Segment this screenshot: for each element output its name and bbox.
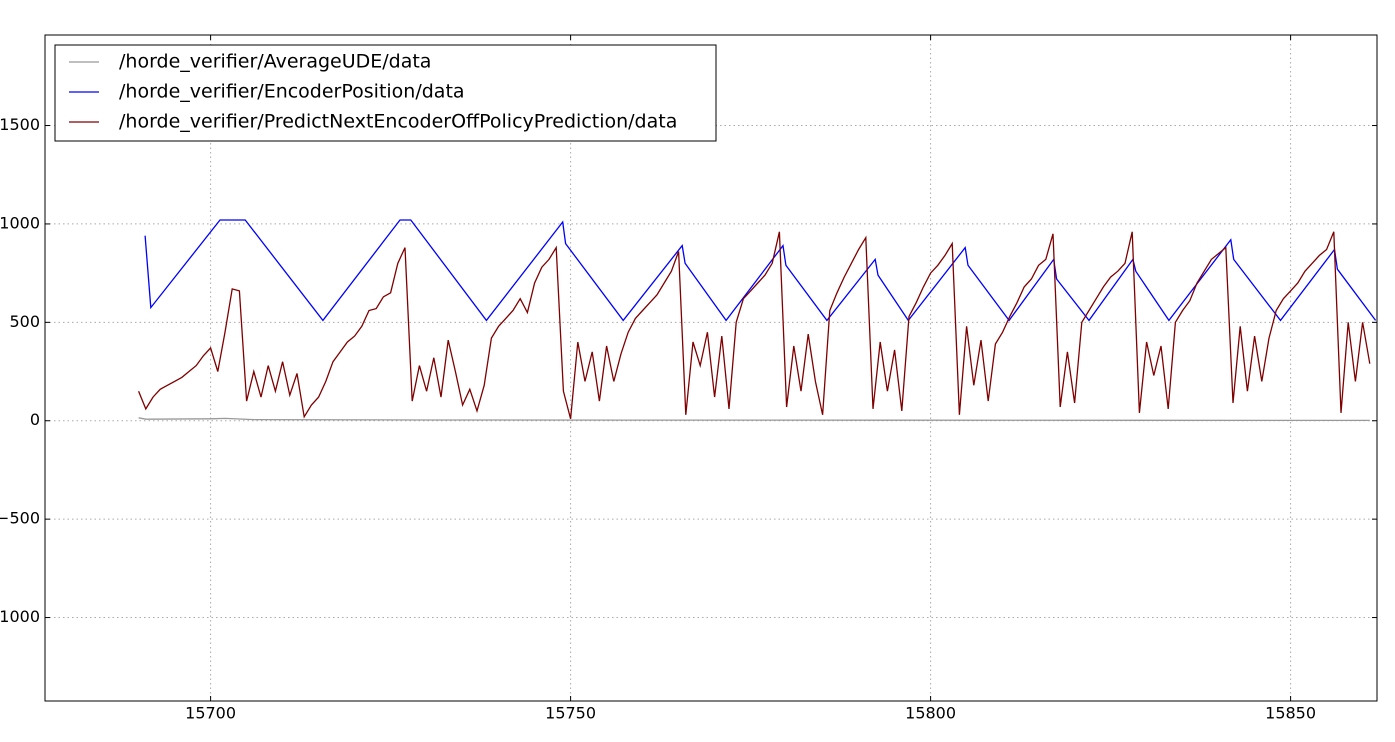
y-tick-label: −500 <box>0 509 40 528</box>
y-tick-label: 1500 <box>0 115 40 134</box>
y-tick-label: 1000 <box>0 213 40 232</box>
legend-label: /horde_verifier/PredictNextEncoderOffPol… <box>119 111 677 133</box>
x-tick-label: 15800 <box>905 704 956 723</box>
series-line <box>138 417 1370 422</box>
legend-box <box>54 44 717 142</box>
y-tick-label: 0 <box>30 410 40 429</box>
x-tick-label: 15850 <box>1265 704 1316 723</box>
legend: /horde_verifier/AverageUDE/data/horde_ve… <box>54 44 717 142</box>
legend-label: /horde_verifier/AverageUDE/data <box>119 51 431 73</box>
legend-label: /horde_verifier/EncoderPosition/data <box>119 81 465 103</box>
x-tick-label: 15750 <box>545 704 596 723</box>
y-tick-label: −1000 <box>0 607 40 626</box>
series-line <box>144 219 1377 322</box>
plot-frame <box>44 34 1378 702</box>
series-line <box>137 231 1371 419</box>
x-tick-label: 15700 <box>185 704 236 723</box>
y-tick-label: 500 <box>9 312 40 331</box>
